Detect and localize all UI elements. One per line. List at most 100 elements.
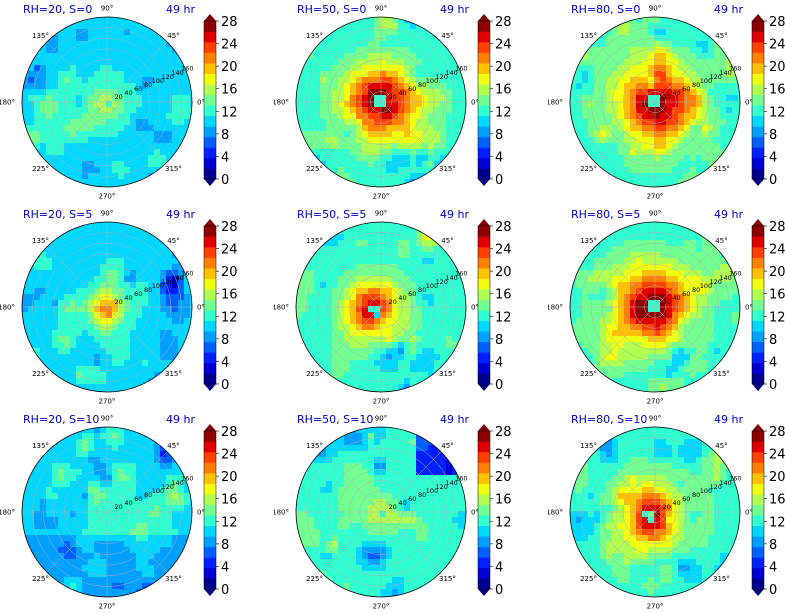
contour-cell <box>46 264 53 271</box>
contour-cell <box>76 499 83 506</box>
contour-cell <box>404 155 411 162</box>
contour-cell <box>630 89 637 96</box>
contour-cell <box>142 360 149 367</box>
contour-cell <box>320 330 327 337</box>
contour-cell <box>88 143 95 150</box>
contour-cell <box>94 276 101 283</box>
contour-cell <box>410 65 417 72</box>
contour-cell <box>356 288 363 295</box>
contour-cell <box>338 137 345 144</box>
contour-cell <box>374 252 381 259</box>
contour-cell <box>154 95 161 102</box>
contour-cell <box>58 125 65 132</box>
contour-cell <box>88 457 95 464</box>
colorbar-segment <box>478 310 490 321</box>
contour-cell <box>118 475 125 482</box>
contour-cell <box>374 47 381 54</box>
contour-cell <box>314 89 321 96</box>
contour-cell <box>94 29 101 36</box>
contour-cell <box>308 264 315 271</box>
contour-cell <box>82 143 89 150</box>
polar-plot: 2040608010012014016090°45°0°315°270°225°… <box>548 205 785 409</box>
contour-cell <box>70 378 77 385</box>
contour-cell <box>350 149 357 156</box>
contour-cell <box>398 35 405 42</box>
radial-tick-label: 20 <box>115 298 123 306</box>
colorbar-tick-label: 24 <box>769 38 785 53</box>
contour-cell <box>404 53 411 60</box>
contour-cell <box>720 89 727 96</box>
contour-cell <box>392 348 399 355</box>
contour-cell <box>434 95 441 102</box>
contour-cell <box>624 47 631 54</box>
contour-cell <box>642 336 649 343</box>
contour-cell <box>148 439 155 446</box>
contour-cell <box>314 83 321 90</box>
contour-cell <box>678 354 685 361</box>
contour-cell <box>368 35 375 42</box>
contour-cell <box>34 312 41 319</box>
contour-cell <box>76 125 83 132</box>
contour-cell <box>344 113 351 120</box>
contour-cell <box>624 89 631 96</box>
contour-cell <box>142 29 149 36</box>
contour-cell <box>464 95 471 102</box>
contour-cell <box>642 107 649 114</box>
contour-cell <box>410 282 417 289</box>
contour-cell <box>642 378 649 385</box>
colorbar-segment <box>204 289 216 300</box>
contour-cell <box>362 228 369 235</box>
contour-cell <box>46 336 53 343</box>
contour-cell <box>440 149 447 156</box>
contour-cell <box>570 270 577 277</box>
contour-cell <box>464 119 471 126</box>
contour-cell <box>88 228 95 235</box>
polar-plot: 2040608010012014016090°45°0°315°270°225°… <box>274 205 536 409</box>
contour-cell <box>172 119 179 126</box>
contour-cell <box>714 107 721 114</box>
contour-cell <box>362 294 369 301</box>
contour-cell <box>124 35 131 42</box>
contour-cell <box>34 95 41 102</box>
contour-cell <box>88 149 95 156</box>
contour-cell <box>320 354 327 361</box>
contour-cell <box>672 228 679 235</box>
contour-cell <box>600 312 607 319</box>
contour-cell <box>588 149 595 156</box>
contour-cell <box>130 161 137 168</box>
contour-cell <box>612 270 619 277</box>
contour-cell <box>648 390 655 397</box>
contour-cell <box>368 288 375 295</box>
contour-cell <box>374 228 381 235</box>
contour-cell <box>82 131 89 138</box>
radial-tick-label: 20 <box>389 93 397 101</box>
contour-cell <box>76 457 83 464</box>
contour-cell <box>672 143 679 150</box>
contour-cell <box>458 318 465 325</box>
contour-cell <box>368 155 375 162</box>
angle-tick-label: 135° <box>580 237 597 245</box>
colorbar-segment <box>204 116 216 127</box>
contour-cell <box>624 252 631 259</box>
angle-tick-label: 315° <box>165 370 182 378</box>
contour-cell <box>404 107 411 114</box>
contour-cell <box>326 119 333 126</box>
contour-cell <box>410 53 417 60</box>
contour-cell <box>308 137 315 144</box>
contour-cell <box>100 53 107 60</box>
contour-cell <box>136 125 143 132</box>
contour-cell <box>94 282 101 289</box>
contour-cell <box>630 113 637 120</box>
colorbar-segment <box>204 147 216 158</box>
colorbar-segment <box>752 168 764 179</box>
contour-cell <box>302 324 309 331</box>
contour-cell <box>28 77 35 84</box>
angle-tick-label: 90° <box>101 5 113 13</box>
contour-cell <box>374 336 381 343</box>
contour-cell <box>702 41 709 48</box>
contour-cell <box>690 143 697 150</box>
contour-cell <box>136 378 143 385</box>
contour-cell <box>690 179 697 186</box>
contour-cell <box>160 324 167 331</box>
